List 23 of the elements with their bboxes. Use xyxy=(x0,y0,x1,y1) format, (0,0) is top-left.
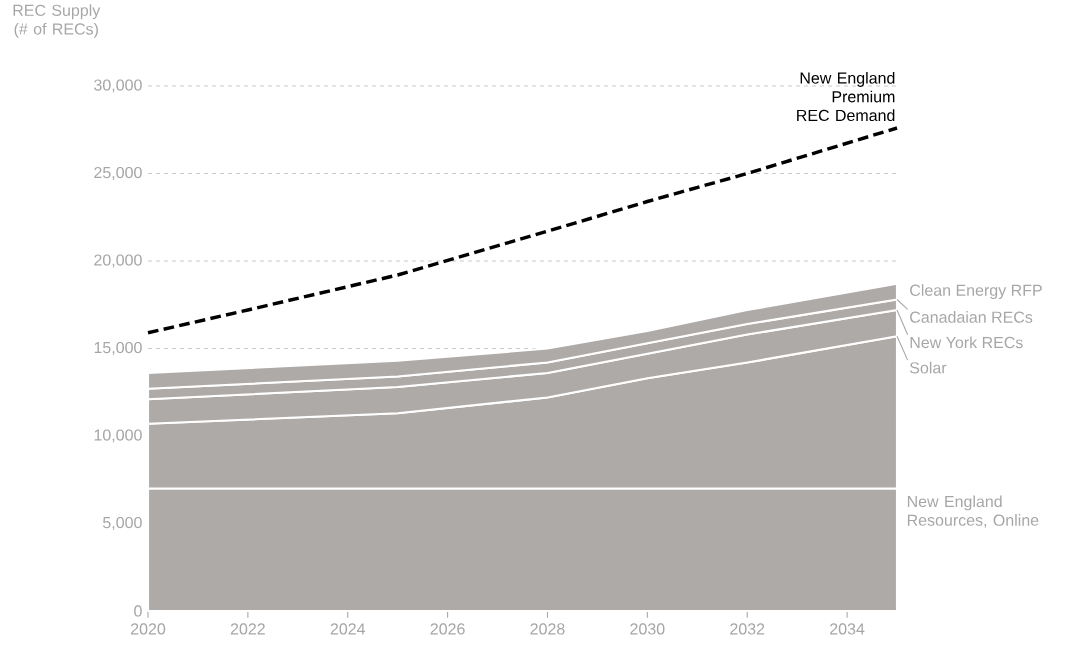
y-tick-label: 30,000 xyxy=(94,79,142,93)
y-tick-label: 20,000 xyxy=(94,254,142,268)
x-tick-label: 2030 xyxy=(630,623,665,635)
x-tick-label: 2032 xyxy=(730,623,765,635)
y-tick-label: 15,000 xyxy=(94,341,142,356)
x-tick-label: 2024 xyxy=(330,623,366,635)
line-series xyxy=(146,126,899,335)
legend-label: Canadaian RECs xyxy=(910,311,1033,323)
legend-label: New York RECs xyxy=(910,336,1023,349)
y-axis-title: REC Supply (# of RECs) xyxy=(13,4,101,38)
y-tick-label: 10,000 xyxy=(94,429,142,443)
series-label: Clean Energy RFP xyxy=(910,284,1042,300)
series-label: New England Resources, Online xyxy=(907,495,1039,528)
x-tick-label: 2028 xyxy=(530,623,565,635)
y-tick-label: 5,000 xyxy=(103,516,142,531)
x-tick-label: 2020 xyxy=(131,623,166,635)
x-tick-label: 2022 xyxy=(230,623,265,635)
y-tick-label: 0 xyxy=(134,605,142,617)
x-tick-label: 2026 xyxy=(430,623,465,635)
legend-label: Solar xyxy=(910,361,947,374)
x-tick-label: 2034 xyxy=(830,623,865,635)
y-tick-label: 25,000 xyxy=(94,166,142,181)
series-label: New England Premium REC Demand xyxy=(797,71,895,122)
